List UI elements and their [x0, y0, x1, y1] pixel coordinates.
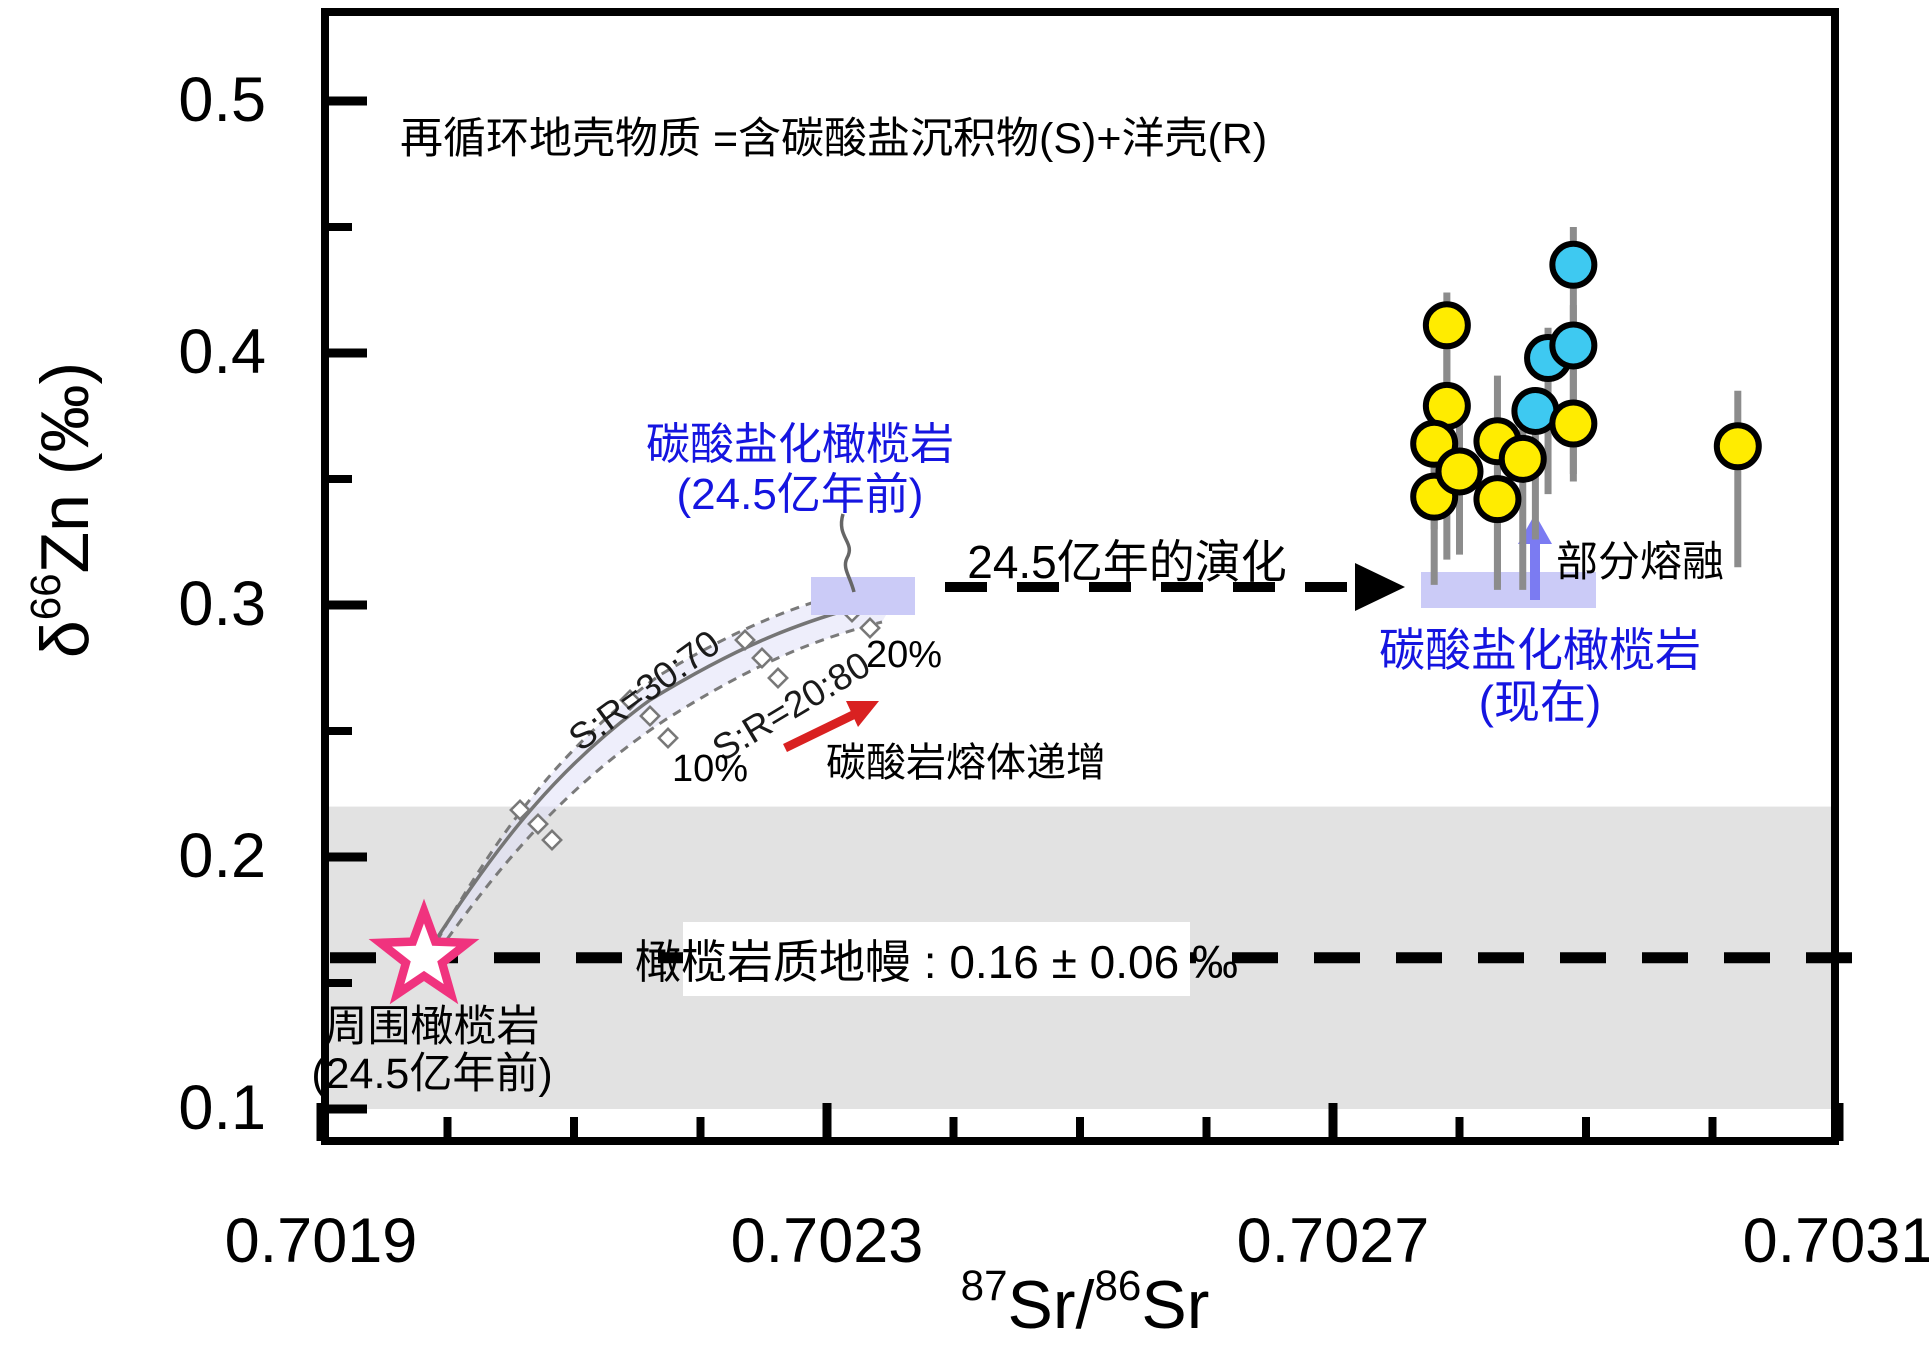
carbonatite-increase-arrow: [783, 701, 879, 753]
carbonated-peridotite-now-label: 碳酸盐化橄榄岩 (现在): [1340, 624, 1740, 728]
axes-ticks-layer: [316, 96, 1844, 1141]
carbonatite-increase-label: 碳酸岩熔体递增: [826, 741, 1106, 785]
x-tick-label: 0.7027: [1236, 1206, 1430, 1276]
data-point-cyan-samples: [1549, 240, 1598, 289]
y-title-rest: Zn (‰): [27, 361, 103, 574]
y-title-delta: δ: [27, 620, 103, 659]
mixing-step-diamond-icon: [527, 813, 549, 835]
mixing-curve-upper-dashed: [435, 580, 906, 942]
mixing-step-diamond-icon: [619, 689, 641, 711]
mixing-curve-band-fill: [437, 582, 905, 952]
data-point-yellow-samples: [1713, 422, 1762, 471]
carbonatite-arrowhead-icon: [846, 701, 879, 727]
x-tick-label: 0.7031: [1742, 1206, 1929, 1276]
ambient-peridotite-line1: 周围橄榄岩: [324, 1003, 540, 1051]
y-title-sup: 66: [22, 573, 69, 621]
mixing-step-diamond-icon: [767, 667, 789, 689]
carbonated-peridotite-now-box: [1421, 572, 1596, 608]
mixing-step-diamond-icon: [657, 727, 679, 749]
mantle-reference-box: 橄榄岩质地幔 : 0.16 ± 0.06 ‰: [635, 922, 1238, 996]
mixing-curve: [430, 580, 906, 953]
x-tick-label: 0.7023: [730, 1206, 924, 1276]
mixing-curve-middle-solid: [430, 602, 869, 947]
plot-frame: [321, 8, 1839, 1145]
x-title-sup2: 86: [1094, 1262, 1142, 1309]
ambient-peridotite-label: 周围橄榄岩 (24.5亿年前): [222, 1004, 642, 1098]
label-connector-squiggle: [839, 513, 856, 593]
carbonated-peridotite-now-line2: (现在): [1478, 676, 1602, 728]
mixing-step-diamond-icon: [751, 647, 773, 669]
mixing-step-diamond-icon: [541, 829, 563, 851]
data-point-cyan-samples: [1549, 321, 1598, 370]
y-tick-label: 0.2: [178, 821, 266, 891]
y-tick-label: 0.3: [178, 569, 266, 639]
carbonated-peridotite-now-line1: 碳酸盐化橄榄岩: [1379, 624, 1701, 676]
y-axis-title: δ66Zn (‰): [22, 200, 103, 820]
y-tick-label: 0.4: [178, 317, 266, 387]
data-point-yellow-samples: [1435, 447, 1484, 496]
ambient-peridotite-star: [368, 898, 480, 1005]
percent-10-label: 10%: [672, 748, 749, 790]
y-tick-label: 0.5: [178, 65, 266, 135]
evolution-arrowhead-icon: [1355, 563, 1405, 611]
x-title-sup1: 87: [960, 1262, 1008, 1309]
mixing-step-diamond-icon: [509, 799, 531, 821]
evolution-arrow: [945, 563, 1405, 611]
x-title-end: Sr: [1141, 1267, 1210, 1343]
mixing-curve-lower-dashed: [436, 620, 883, 953]
x-title-mid: Sr/: [1007, 1267, 1095, 1343]
recycled-crust-note: 再循环地壳物质 =含碳酸盐沉积物(S)+洋壳(R): [400, 115, 1268, 163]
partial-melting-label: 部分熔融: [1556, 538, 1725, 585]
data-points-layer: [1410, 227, 1762, 590]
data-point-yellow-samples: [1498, 434, 1547, 483]
mixing-step-diamond-icon: [734, 629, 756, 651]
x-axis-title: 87Sr/86Sr: [835, 1262, 1335, 1344]
y-tick-label: 0.1: [178, 1073, 266, 1143]
carbonatite-arrow-shaft: [783, 709, 857, 753]
data-point-yellow-samples: [1549, 399, 1598, 448]
data-point-yellow-samples: [1422, 301, 1471, 350]
carbonated-peridotite-past-box: [811, 577, 915, 615]
carbonated-peridotite-past-line1: 碳酸盐化橄榄岩: [646, 420, 954, 469]
percent-20-label: 20%: [866, 634, 943, 676]
carbonated-peridotite-past-label: 碳酸盐化橄榄岩 (24.5亿年前): [610, 420, 990, 520]
ambient-peridotite-line2: (24.5亿年前): [311, 1050, 553, 1098]
data-point-yellow-samples: [1473, 475, 1522, 524]
evolution-arrow-label: 24.5亿年的演化: [967, 536, 1287, 588]
x-tick-label: 0.7019: [224, 1206, 418, 1276]
carbonated-peridotite-past-line2: (24.5亿年前): [676, 470, 924, 519]
mixing-step-diamond-icon: [859, 617, 881, 639]
mantle-reference-text: 橄榄岩质地幔 : 0.16 ± 0.06 ‰: [635, 936, 1238, 988]
mixing-step-diamond-icon: [639, 705, 661, 727]
